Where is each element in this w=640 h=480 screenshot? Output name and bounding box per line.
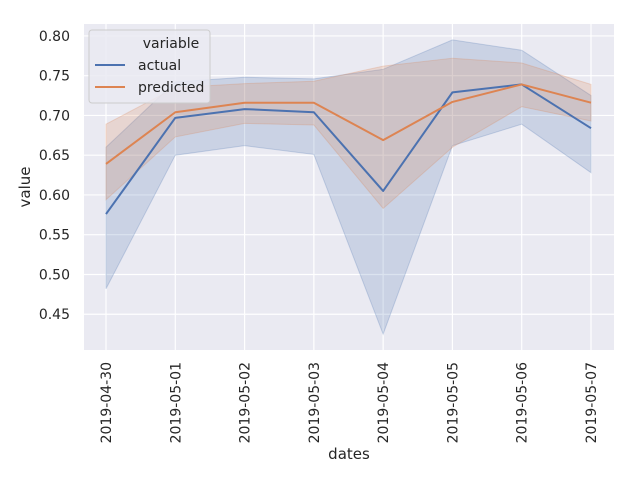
y-tick-label: 0.60 — [39, 188, 70, 204]
y-axis-label: value — [16, 167, 34, 208]
x-tick-label: 2019-04-30 — [99, 362, 115, 443]
y-tick-label: 0.80 — [39, 29, 70, 45]
series-line-actual — [105, 83, 592, 215]
y-tick-label: 0.65 — [39, 148, 70, 164]
legend-label-predicted: predicted — [138, 80, 204, 96]
x-tick-label: 2019-05-04 — [376, 362, 392, 443]
legend-box — [88, 29, 211, 104]
x-tick-label: 2019-05-02 — [238, 362, 254, 443]
y-tick-label: 0.50 — [39, 267, 70, 283]
x-tick-label: 2019-05-06 — [515, 362, 531, 443]
series-lines — [105, 83, 592, 215]
y-tick-label: 0.45 — [39, 307, 70, 323]
y-tick-label: 0.70 — [39, 108, 70, 124]
legend: variable actual predicted — [88, 29, 211, 104]
x-tick-label: 2019-05-05 — [445, 362, 461, 443]
series-line-predicted — [105, 83, 592, 165]
x-tick-labels: 2019-04-30 2019-05-01 2019-05-02 2019-05-03… — [99, 362, 600, 443]
x-axis-label: dates — [328, 445, 370, 463]
y-tick-label: 0.55 — [39, 228, 70, 244]
x-tick-label: 2019-05-07 — [584, 362, 600, 443]
y-tick-labels: 0.45 0.50 0.55 0.60 0.65 0.70 0.75 0.80 — [39, 29, 70, 323]
band-predicted — [105, 57, 592, 210]
legend-label-actual: actual — [138, 58, 181, 74]
band-actual — [105, 39, 592, 336]
x-tick-label: 2019-05-03 — [307, 362, 323, 443]
legend-title: variable — [143, 36, 199, 52]
y-tick-label: 0.75 — [39, 69, 70, 85]
confidence-bands — [105, 39, 592, 336]
x-tick-label: 2019-05-01 — [168, 362, 184, 443]
